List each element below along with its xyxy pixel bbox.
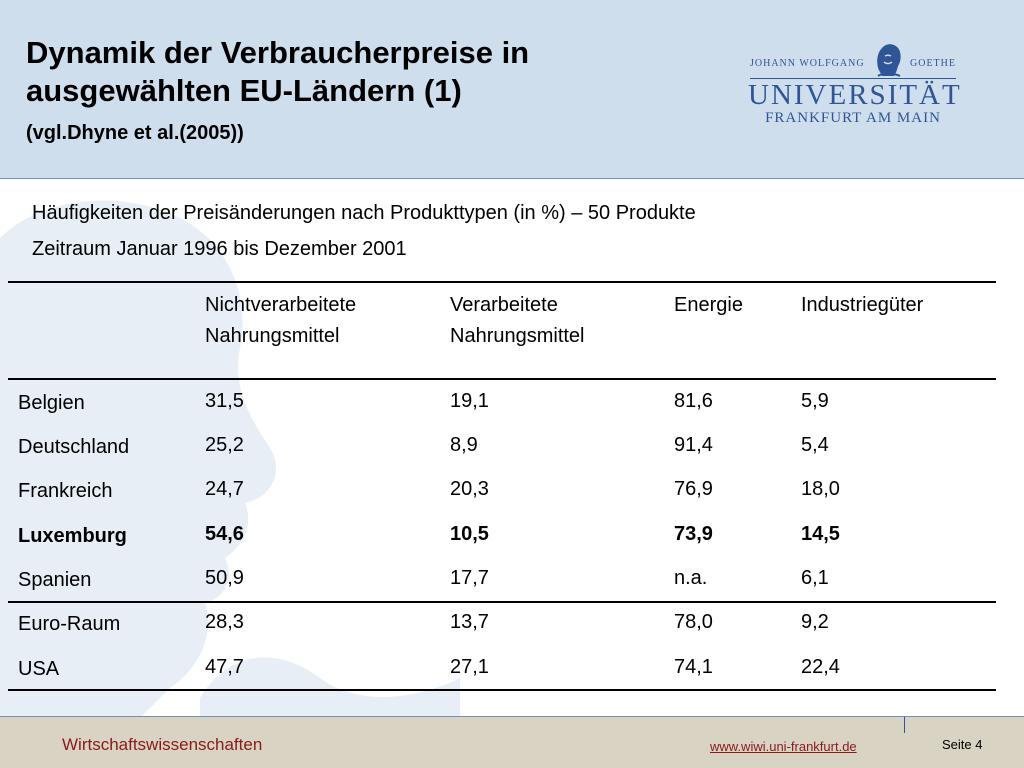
- row-label-spanien: Spanien: [18, 569, 92, 591]
- table-cell: 74,1: [674, 656, 713, 678]
- column-header-unprocessed-food: Nichtverarbeitete Nahrungsmittel: [205, 290, 356, 352]
- table-cell: 91,4: [674, 434, 713, 456]
- goethe-watermark-icon: [0, 200, 460, 718]
- table-bottom-rule: [8, 689, 996, 691]
- table-cell: 9,2: [801, 611, 829, 633]
- logo-top-left-text: JOHANN WOLFGANG: [750, 58, 865, 69]
- table-cell: 81,6: [674, 390, 713, 412]
- footer-divider: [904, 717, 905, 733]
- page-title: Dynamik der Verbraucherpreise in ausgewä…: [26, 34, 666, 110]
- row-label-luxemburg: Luxemburg: [18, 525, 127, 547]
- row-label-frankreich: Frankreich: [18, 480, 113, 502]
- intro-period: Zeitraum Januar 1996 bis Dezember 2001: [32, 238, 407, 260]
- table-cell: 6,1: [801, 567, 829, 589]
- table-cell: 22,4: [801, 656, 840, 678]
- footer-department: Wirtschaftswissenschaften: [62, 735, 263, 754]
- footer-bar: Wirtschaftswissenschaften www.wiwi.uni-f…: [0, 716, 1024, 768]
- logo-university-text: UNIVERSITÄT: [748, 79, 962, 111]
- column-header-line: Verarbeitete: [450, 294, 558, 316]
- table-cell: 31,5: [205, 390, 244, 412]
- column-header-processed-food: Verarbeitete Nahrungsmittel: [450, 290, 585, 352]
- page-subtitle: (vgl.Dhyne et al.(2005)): [26, 122, 244, 144]
- goethe-portrait-icon: [877, 44, 901, 77]
- logo-city-text: FRANKFURT AM MAIN: [765, 110, 941, 126]
- table-cell: 28,3: [205, 611, 244, 633]
- table-cell: 17,7: [450, 567, 489, 589]
- table-cell: 14,5: [801, 523, 840, 545]
- title-line-2: ausgewählten EU-Ländern (1): [26, 73, 462, 108]
- table-cell: 54,6: [205, 523, 244, 545]
- row-label-belgien: Belgien: [18, 392, 85, 414]
- table-cell: 8,9: [450, 434, 478, 456]
- page-number: Seite 4: [942, 737, 983, 752]
- footer-website-link[interactable]: www.wiwi.uni-frankfurt.de: [710, 739, 857, 754]
- column-header-energy: Energie: [674, 294, 743, 316]
- table-header-rule: [8, 378, 996, 380]
- table-cell: 5,4: [801, 434, 829, 456]
- table-cell: 27,1: [450, 656, 489, 678]
- logo-founder-name: JOHANN WOLFGANG GOETHE: [748, 58, 958, 74]
- table-cell: n.a.: [674, 567, 708, 589]
- table-cell: 24,7: [205, 478, 244, 500]
- column-header-industrial-goods: Industriegüter: [801, 294, 924, 316]
- title-line-1: Dynamik der Verbraucherpreise in: [26, 35, 530, 70]
- table-cell: 50,9: [205, 567, 244, 589]
- row-label-deutschland: Deutschland: [18, 436, 130, 458]
- logo-top-right-text: GOETHE: [910, 58, 956, 69]
- row-label-usa: USA: [18, 658, 60, 680]
- table-cell: 73,9: [674, 523, 713, 545]
- intro-description: Häufigkeiten der Preisänderungen nach Pr…: [32, 202, 696, 224]
- column-header-line: Nichtverarbeitete: [205, 294, 357, 316]
- table-cell: 10,5: [450, 523, 489, 545]
- table-cell: 13,7: [450, 611, 489, 633]
- table-cell: 5,9: [801, 390, 829, 412]
- table-cell: 20,3: [450, 478, 489, 500]
- table-cell: 78,0: [674, 611, 713, 633]
- logo-divider: [750, 78, 956, 79]
- table-cell: 47,7: [205, 656, 244, 678]
- university-logo: JOHANN WOLFGANG GOETHE UNIVERSITÄT FRANK…: [748, 40, 962, 128]
- table-cell: 18,0: [801, 478, 840, 500]
- table-cell: 19,1: [450, 390, 489, 412]
- table-top-rule: [8, 281, 996, 283]
- table-cell: 25,2: [205, 434, 244, 456]
- table-group-rule: [8, 601, 996, 603]
- header-bar: Dynamik der Verbraucherpreise in ausgewä…: [0, 0, 1024, 179]
- row-label-euro-raum: Euro-Raum: [18, 613, 121, 635]
- table-cell: 76,9: [674, 478, 713, 500]
- column-header-line: Nahrungsmittel: [205, 325, 340, 347]
- column-header-line: Nahrungsmittel: [450, 325, 585, 347]
